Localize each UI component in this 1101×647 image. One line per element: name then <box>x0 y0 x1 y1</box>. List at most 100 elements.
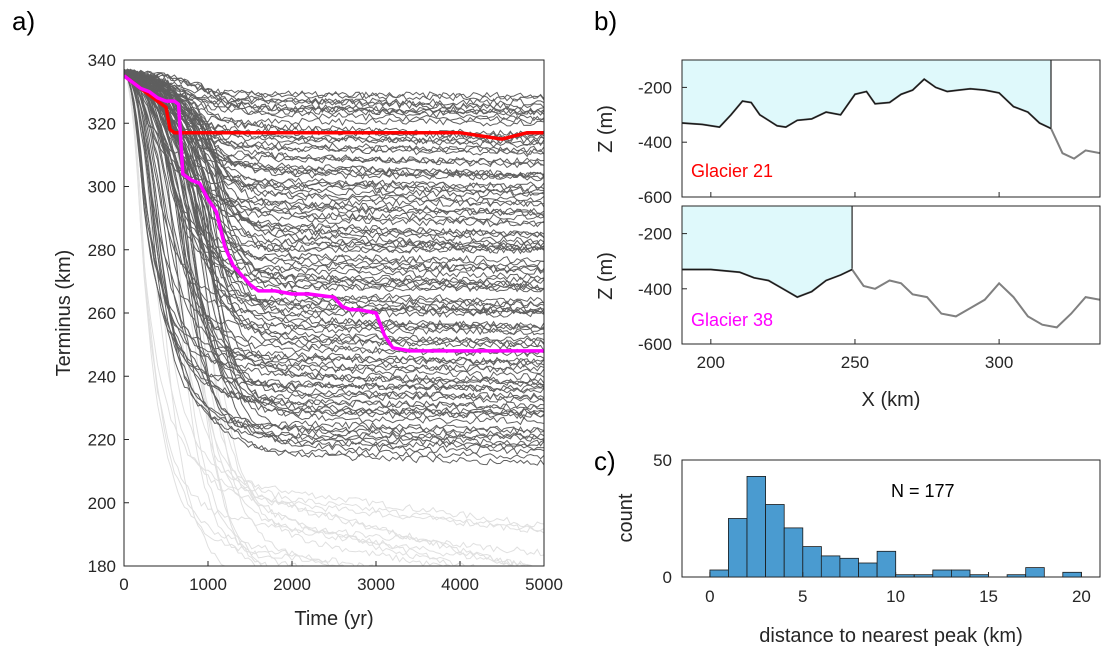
ice-base-line <box>682 78 1052 130</box>
ensemble-faded-line-1 <box>124 70 532 566</box>
panel-c-xtick-label: 20 <box>1072 587 1091 606</box>
panel-b-bottom-profile: -600 -400 -200 200 250 300 Glacier 38 Z (m) X… <box>595 205 1101 411</box>
ytick-label: -400 <box>638 133 672 152</box>
ensemble-line-203 <box>124 69 544 117</box>
ensemble-line-55 <box>124 70 544 447</box>
panel-a-ytick-label: 180 <box>88 557 116 576</box>
xtick-label: 200 <box>697 353 725 372</box>
panel-a-xtick-label: 0 <box>119 575 128 594</box>
ensemble-line-30 <box>124 69 544 287</box>
histogram-bar-14 <box>969 574 990 578</box>
ensemble-line-7 <box>124 71 544 147</box>
ensemble-line-235 <box>124 69 544 316</box>
ytick-label: -200 <box>638 225 672 244</box>
ensemble-faded-line-2 <box>124 73 544 533</box>
panel-a-xtick-label: 1000 <box>189 575 227 594</box>
ensemble-line-200 <box>124 68 544 102</box>
ensemble-line-255 <box>124 71 544 442</box>
ensemble-line-238 <box>124 70 544 336</box>
panel-c-xtick-label: 10 <box>886 587 905 606</box>
ytick-label: -400 <box>638 280 672 299</box>
ensemble-faded-line-105 <box>124 73 370 566</box>
panel-b-top-frame <box>681 59 1101 198</box>
ensemble-faded-line-8 <box>124 71 263 566</box>
panel-a-ylabel: Terminus (km) <box>53 250 75 377</box>
panel-a-xtick-label: 3000 <box>357 575 395 594</box>
panel-c-histogram: 0 5 10 15 20 0 50 N = 177 distance to nearest … <box>615 451 1101 647</box>
glacier38-profile <box>682 206 1100 329</box>
panel-c-xtick-label: 0 <box>705 587 714 606</box>
histogram-bar-1 <box>728 518 748 578</box>
histogram-bar-10 <box>895 574 915 578</box>
histogram-bar-7 <box>839 557 859 578</box>
ensemble-line-22 <box>124 70 544 239</box>
panel-b-label: b) <box>594 6 617 36</box>
highlight-series <box>124 74 544 353</box>
ensemble-line-216 <box>124 68 544 198</box>
ensemble-line-47 <box>124 69 544 401</box>
histogram-bar-11 <box>913 574 934 578</box>
ensemble-lines <box>124 68 544 466</box>
ensemble-line-227 <box>124 69 544 272</box>
glacier38-annotation: Glacier 38 <box>691 310 773 330</box>
ensemble-line-243 <box>124 71 544 375</box>
panel-c-ylabel: count <box>615 493 637 542</box>
ice-fill <box>682 206 853 298</box>
panel-c-xlabel: distance to nearest peak (km) <box>759 625 1022 647</box>
ensemble-line-230 <box>124 70 544 291</box>
histogram-bar-16 <box>1006 574 1027 578</box>
panel-a-terminus-chart: 0 1000 2000 3000 4000 5000 180 200 220 240 260 280 3… <box>53 51 563 630</box>
ensemble-line-51 <box>124 71 544 420</box>
histogram-bar-0 <box>709 569 729 578</box>
histogram-bar-4 <box>783 527 804 578</box>
panel-a-ytick-label: 220 <box>88 431 116 450</box>
panel-a-ytick-label: 320 <box>88 114 116 133</box>
ensemble-faded-line-5 <box>124 75 374 566</box>
panel-a-xtick-label: 5000 <box>525 575 563 594</box>
panel-b-top-profile: -600 -400 -200 Glacier 21 Z (m) <box>595 59 1101 207</box>
histogram-bar-2 <box>746 475 767 578</box>
ensemble-line-244 <box>124 69 544 372</box>
panel-b-xlabel: X (km) <box>862 389 921 411</box>
ensemble-faded-line-103 <box>124 69 544 557</box>
panel-a-xtick-label: 4000 <box>441 575 479 594</box>
panel-b-top-ylabel: Z (m) <box>595 105 617 153</box>
panel-a-ytick-label: 260 <box>88 304 116 323</box>
ensemble-line-202 <box>124 69 544 107</box>
ensemble-line-219 <box>124 69 544 216</box>
panel-c-ytick-label: 50 <box>653 451 672 470</box>
xtick-label: 250 <box>841 353 869 372</box>
panel-c-label: c) <box>594 446 616 476</box>
ensemble-line-48 <box>124 74 544 403</box>
panel-a-ytick-label: 200 <box>88 494 116 513</box>
ensemble-line-18 <box>124 69 544 218</box>
panel-a-ticks: 0 1000 2000 3000 4000 5000 180 200 220 240 260 280 3… <box>88 51 563 594</box>
panel-a-ytick-label: 240 <box>88 367 116 386</box>
panel-b-bottom-frame <box>681 205 1101 345</box>
ensemble-line-209 <box>124 69 544 158</box>
ensemble-line-1 <box>124 69 544 111</box>
histogram-bar-9 <box>876 550 897 578</box>
panel-b-top-ticks: -600 -400 -200 <box>638 78 1000 207</box>
ytick-label: -600 <box>638 188 672 207</box>
ensemble-line-257 <box>124 69 544 460</box>
histogram-bar-6 <box>820 555 841 578</box>
ytick-label: -200 <box>638 78 672 97</box>
histogram-bar-13 <box>951 569 971 578</box>
histogram-bar-8 <box>858 562 878 578</box>
histogram-bar-17 <box>1025 567 1045 578</box>
histogram-bar-3 <box>765 504 785 578</box>
ensemble-line-44 <box>124 72 544 386</box>
ensemble-line-4 <box>124 69 544 125</box>
ensemble-line-233 <box>124 71 544 315</box>
ensemble-faded-line-4 <box>124 71 538 566</box>
histogram-bar-12 <box>932 569 952 578</box>
ensemble-line-42 <box>124 73 544 365</box>
ensemble-line-254 <box>124 72 544 442</box>
panel-a-label: a) <box>12 6 35 36</box>
histogram-bars <box>709 475 1082 578</box>
ensemble-line-13 <box>124 68 544 182</box>
ice-fill <box>682 60 1051 129</box>
ensemble-line-25 <box>124 69 544 254</box>
